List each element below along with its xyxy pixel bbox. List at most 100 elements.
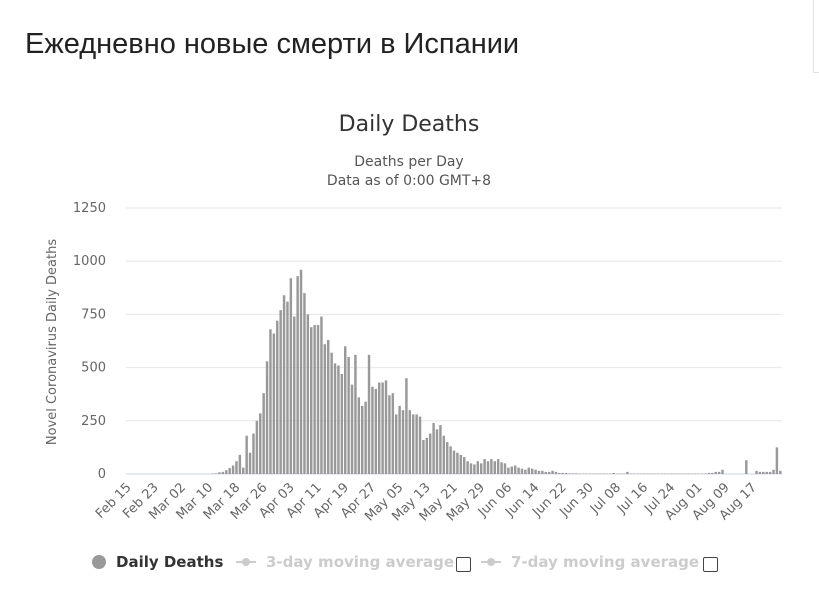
bar[interactable] bbox=[462, 456, 466, 474]
bar[interactable] bbox=[476, 461, 480, 474]
bar[interactable] bbox=[503, 463, 507, 474]
bar[interactable] bbox=[330, 352, 333, 474]
bar[interactable] bbox=[367, 354, 371, 474]
bar[interactable] bbox=[391, 393, 395, 474]
bar[interactable] bbox=[364, 401, 367, 474]
bar[interactable] bbox=[459, 454, 463, 474]
bar[interactable] bbox=[762, 471, 765, 474]
bar[interactable] bbox=[354, 354, 357, 474]
bar[interactable] bbox=[554, 471, 558, 474]
bar[interactable] bbox=[428, 433, 432, 474]
bar[interactable] bbox=[296, 276, 299, 474]
3-day-average-checkbox[interactable] bbox=[456, 557, 471, 572]
bar[interactable] bbox=[479, 463, 483, 474]
bar[interactable] bbox=[259, 413, 262, 474]
bar[interactable] bbox=[388, 395, 391, 474]
bar[interactable] bbox=[378, 382, 381, 475]
bar[interactable] bbox=[231, 465, 235, 474]
bar[interactable] bbox=[235, 461, 238, 474]
bar[interactable] bbox=[245, 435, 248, 474]
bar[interactable] bbox=[551, 470, 554, 474]
7-day-average-checkbox[interactable] bbox=[703, 557, 718, 572]
bar[interactable] bbox=[306, 314, 310, 474]
bar[interactable] bbox=[282, 295, 286, 474]
bar[interactable] bbox=[717, 471, 721, 474]
bar[interactable] bbox=[313, 325, 316, 474]
bar[interactable] bbox=[408, 410, 412, 474]
bar[interactable] bbox=[496, 459, 500, 474]
bar[interactable] bbox=[316, 325, 320, 474]
bar[interactable] bbox=[242, 467, 245, 474]
bar[interactable] bbox=[561, 472, 564, 474]
bar[interactable] bbox=[568, 473, 571, 474]
bar[interactable] bbox=[775, 447, 779, 474]
bar[interactable] bbox=[524, 469, 527, 474]
bar[interactable] bbox=[225, 470, 228, 474]
bar[interactable] bbox=[276, 320, 279, 474]
bar[interactable] bbox=[452, 450, 456, 474]
bar[interactable] bbox=[527, 467, 530, 474]
bar[interactable] bbox=[371, 386, 374, 474]
bar[interactable] bbox=[765, 471, 768, 474]
bar[interactable] bbox=[320, 316, 323, 474]
legend-item-3-day-average[interactable]: 3-day moving average bbox=[236, 553, 454, 571]
bar[interactable] bbox=[466, 461, 469, 474]
bar[interactable] bbox=[347, 356, 350, 474]
bar[interactable] bbox=[469, 463, 473, 474]
bar[interactable] bbox=[228, 468, 231, 474]
bar[interactable] bbox=[333, 363, 337, 474]
bar[interactable] bbox=[755, 470, 758, 474]
bar[interactable] bbox=[520, 468, 524, 474]
bar[interactable] bbox=[272, 333, 276, 474]
bar[interactable] bbox=[456, 452, 459, 474]
bar[interactable] bbox=[394, 414, 398, 474]
bar[interactable] bbox=[432, 422, 435, 474]
bar[interactable] bbox=[422, 439, 425, 474]
bar[interactable] bbox=[612, 472, 615, 474]
bar[interactable] bbox=[340, 373, 344, 474]
bar[interactable] bbox=[418, 416, 422, 474]
bar[interactable] bbox=[721, 469, 724, 474]
bar[interactable] bbox=[768, 471, 772, 474]
bar[interactable] bbox=[221, 471, 225, 474]
bar[interactable] bbox=[517, 467, 520, 474]
bar[interactable] bbox=[779, 470, 782, 474]
bar[interactable] bbox=[758, 471, 762, 474]
legend-item-daily-deaths[interactable]: Daily Deaths bbox=[92, 553, 223, 571]
bar[interactable] bbox=[405, 378, 408, 474]
bar[interactable] bbox=[289, 278, 293, 474]
bar[interactable] bbox=[255, 420, 259, 474]
bar[interactable] bbox=[401, 410, 405, 474]
bar[interactable] bbox=[445, 442, 449, 474]
bar[interactable] bbox=[439, 425, 442, 474]
bar[interactable] bbox=[299, 269, 303, 474]
bar[interactable] bbox=[381, 382, 384, 475]
bar[interactable] bbox=[411, 414, 415, 474]
bar[interactable] bbox=[490, 459, 493, 474]
bar[interactable] bbox=[310, 327, 313, 474]
bar[interactable] bbox=[493, 461, 497, 474]
bar[interactable] bbox=[350, 384, 354, 474]
bar[interactable] bbox=[544, 471, 547, 474]
bar[interactable] bbox=[575, 473, 578, 474]
bar[interactable] bbox=[398, 405, 401, 474]
bar[interactable] bbox=[711, 472, 714, 474]
bar[interactable] bbox=[772, 469, 775, 474]
bar[interactable] bbox=[269, 329, 272, 474]
bar[interactable] bbox=[707, 472, 711, 474]
bar[interactable] bbox=[374, 388, 378, 474]
bar[interactable] bbox=[286, 301, 289, 474]
bar[interactable] bbox=[265, 361, 269, 474]
bar[interactable] bbox=[361, 405, 364, 474]
bar[interactable] bbox=[564, 472, 568, 474]
bar[interactable] bbox=[537, 470, 541, 474]
bar[interactable] bbox=[425, 437, 429, 474]
bar[interactable] bbox=[415, 414, 418, 474]
bar[interactable] bbox=[293, 316, 296, 474]
bar[interactable] bbox=[252, 433, 255, 474]
bar[interactable] bbox=[500, 462, 503, 474]
bar[interactable] bbox=[483, 459, 486, 474]
bar[interactable] bbox=[745, 460, 748, 474]
bar[interactable] bbox=[279, 310, 282, 474]
bar[interactable] bbox=[541, 470, 544, 474]
